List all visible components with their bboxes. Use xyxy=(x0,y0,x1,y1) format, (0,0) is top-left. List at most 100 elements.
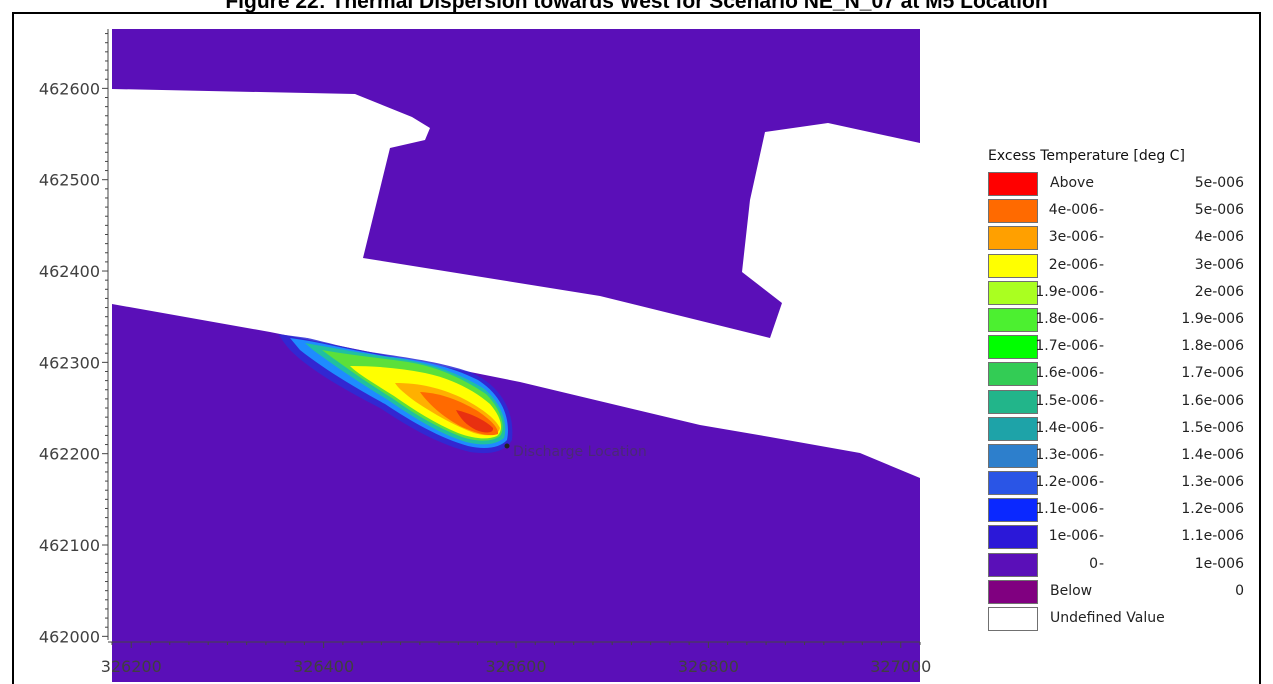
legend-dash: - xyxy=(1099,338,1105,355)
legend-to: 0 xyxy=(1235,582,1244,599)
legend-swatch xyxy=(988,253,1038,278)
legend-item: Above 5e-006 xyxy=(988,171,1256,198)
legend-to: 1.7e-006 xyxy=(1181,365,1244,382)
legend-swatch xyxy=(988,307,1038,332)
legend-dash: - xyxy=(1099,202,1105,219)
x-tick-label: 327000 xyxy=(870,657,931,676)
legend-to: 1e-006 xyxy=(1194,555,1244,572)
legend-dash: - xyxy=(1099,446,1105,463)
legend-from: 1.1e-006 xyxy=(1035,501,1098,518)
legend-swatch xyxy=(988,362,1038,387)
legend-swatch xyxy=(988,199,1038,224)
legend-dash: - xyxy=(1099,474,1105,491)
legend-from: 1.9e-006 xyxy=(1035,283,1098,300)
legend-dash: - xyxy=(1099,229,1105,246)
legend-swatch xyxy=(988,525,1038,550)
legend-swatch xyxy=(988,607,1038,631)
legend-dash: - xyxy=(1099,256,1105,273)
legend-to: 5e-006 xyxy=(1194,202,1244,219)
legend-swatch xyxy=(988,443,1038,468)
legend-item: 4e-006- 5e-006 xyxy=(988,198,1256,225)
legend-to: 4e-006 xyxy=(1194,229,1244,246)
legend-from: 1.6e-006 xyxy=(1035,365,1098,382)
y-tick-label: 462500 xyxy=(39,171,100,190)
legend-to: 1.2e-006 xyxy=(1181,501,1244,518)
figure-title: Figure 22: Thermal Dispersion towards We… xyxy=(225,0,1048,13)
legend-item: 1e-006- 1.1e-006 xyxy=(988,524,1256,551)
x-tick-label: 326200 xyxy=(101,657,162,676)
x-tick-label: 326400 xyxy=(293,657,354,676)
legend-item: 0- 1e-006 xyxy=(988,552,1256,579)
axis-ticks: 462600 462500 462400 462300 462200 462100 4620… xyxy=(39,33,931,676)
legend-item: 2e-006- 3e-006 xyxy=(988,253,1256,280)
legend-item: 1.7e-006- 1.8e-006 xyxy=(988,334,1256,361)
land-mass xyxy=(112,89,920,478)
thermal-plume xyxy=(278,333,513,454)
legend-from: 0 xyxy=(1089,555,1098,572)
y-tick-label: 462300 xyxy=(39,353,100,372)
y-tick-label: 462600 xyxy=(39,79,100,98)
legend-from: Above xyxy=(1050,175,1094,191)
legend-to: 1.8e-006 xyxy=(1181,338,1244,355)
y-tick-label: 462000 xyxy=(39,627,100,646)
y-tick-label: 462200 xyxy=(39,445,100,464)
legend-item: 1.8e-006- 1.9e-006 xyxy=(988,307,1256,334)
legend-item: 1.4e-006- 1.5e-006 xyxy=(988,416,1256,443)
legend-item: 1.2e-006- 1.3e-006 xyxy=(988,470,1256,497)
legend-dash: - xyxy=(1099,419,1105,436)
legend-from: 1.2e-006 xyxy=(1035,474,1098,491)
legend-to: 2e-006 xyxy=(1194,283,1244,300)
legend-title: Excess Temperature [deg C] xyxy=(988,148,1185,164)
legend-dash: - xyxy=(1099,365,1105,382)
legend-from: 1.5e-006 xyxy=(1035,392,1098,409)
legend-item: 1.9e-006- 2e-006 xyxy=(988,280,1256,307)
legend-swatch xyxy=(988,552,1038,577)
x-tick-label: 326800 xyxy=(678,657,739,676)
legend-from: 1.8e-006 xyxy=(1035,310,1098,327)
legend-from: 1.7e-006 xyxy=(1035,338,1098,355)
legend-to: 1.9e-006 xyxy=(1181,310,1244,327)
legend-label: Undefined Value xyxy=(1050,610,1165,626)
legend-item: 1.3e-006- 1.4e-006 xyxy=(988,443,1256,470)
legend-item: Undefined Value xyxy=(988,606,1256,633)
x-tick-label: 326600 xyxy=(485,657,546,676)
legend-rows: Above 5e-006 4e-006-5e-006 3e-006-4e-006 2e-… xyxy=(988,171,1256,633)
legend-to: 1.6e-006 xyxy=(1181,392,1244,409)
legend-swatch xyxy=(988,498,1038,523)
legend-swatch xyxy=(988,172,1038,196)
legend-from: Below xyxy=(1050,582,1093,599)
legend-from: 3e-006 xyxy=(1048,229,1098,246)
legend-from: 1.3e-006 xyxy=(1035,446,1098,463)
legend-swatch xyxy=(988,335,1038,360)
legend-dash: - xyxy=(1099,501,1105,518)
legend-swatch xyxy=(988,579,1038,604)
legend-item: 1.5e-006- 1.6e-006 xyxy=(988,389,1256,416)
legend-to: 1.5e-006 xyxy=(1181,419,1244,436)
legend-from: 4e-006 xyxy=(1048,202,1098,219)
legend-to: 1.3e-006 xyxy=(1181,474,1244,491)
legend-swatch xyxy=(988,416,1038,441)
legend-item: Below 0 xyxy=(988,579,1256,606)
legend: Excess Temperature [deg C] Above 5e-006 4e… xyxy=(988,148,1256,633)
legend-swatch xyxy=(988,471,1038,496)
legend-item: 3e-006- 4e-006 xyxy=(988,225,1256,252)
legend-to: 5e-006 xyxy=(1194,175,1244,191)
discharge-marker xyxy=(504,443,510,449)
y-tick-label: 462400 xyxy=(39,262,100,281)
legend-from: 2e-006 xyxy=(1048,256,1098,273)
legend-item: 1.6e-006- 1.7e-006 xyxy=(988,361,1256,388)
legend-from: 1e-006 xyxy=(1048,528,1098,545)
legend-dash: - xyxy=(1099,310,1105,327)
legend-swatch xyxy=(988,389,1038,414)
legend-to: 3e-006 xyxy=(1194,256,1244,273)
legend-from: 1.4e-006 xyxy=(1035,419,1098,436)
figure-frame xyxy=(12,12,1261,684)
legend-dash: - xyxy=(1099,392,1105,409)
legend-swatch xyxy=(988,280,1038,305)
y-tick-label: 462100 xyxy=(39,536,100,555)
legend-dash: - xyxy=(1099,528,1105,545)
legend-to: 1.1e-006 xyxy=(1181,528,1244,545)
legend-to: 1.4e-006 xyxy=(1181,446,1244,463)
discharge-label: Discharge Location xyxy=(513,444,647,460)
